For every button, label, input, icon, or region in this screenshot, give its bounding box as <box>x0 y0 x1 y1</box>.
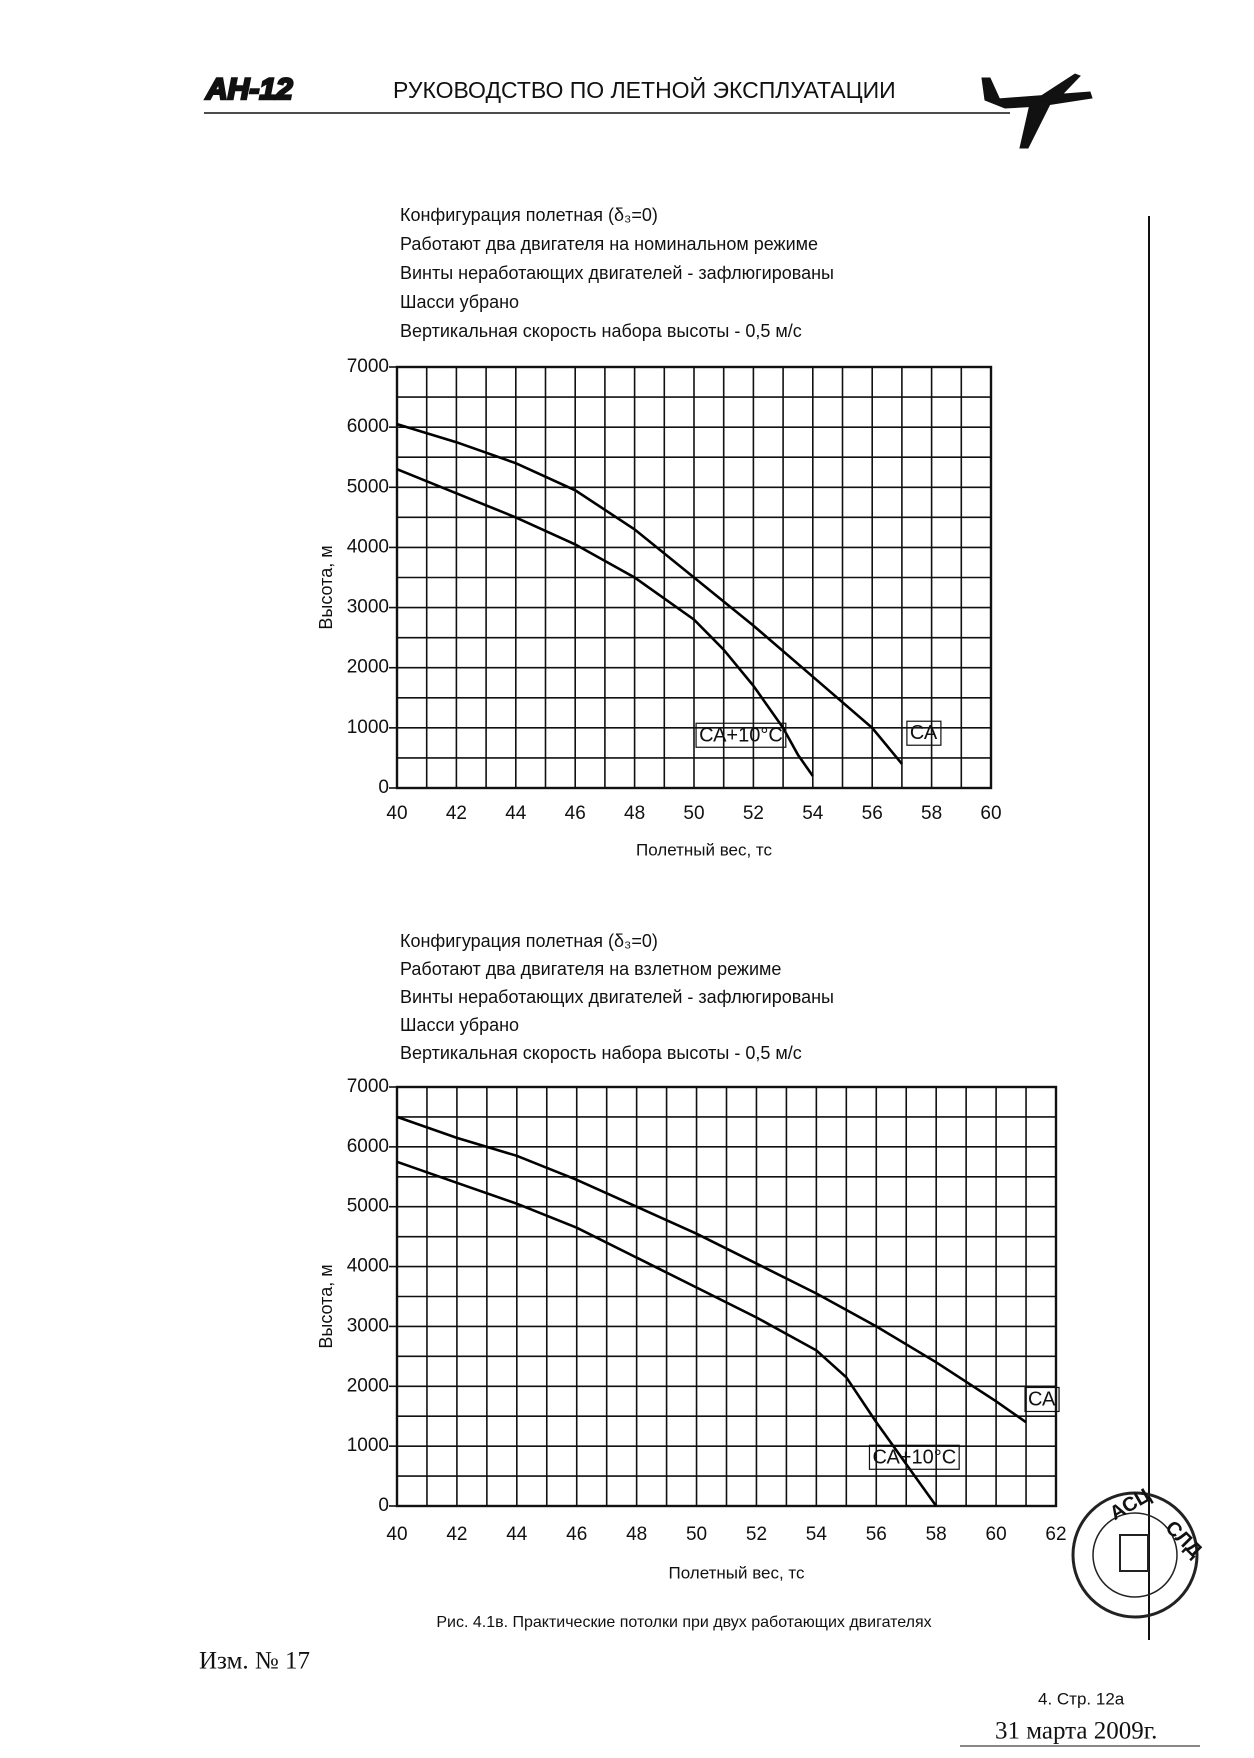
series-label: СА+10°С <box>872 1446 956 1468</box>
chart: Конфигурация полетная (δ₃=0) Работают два… <box>316 931 1067 1583</box>
y-tick-label: 4000 <box>347 1256 389 1277</box>
chart-note: Шасси убрано <box>400 292 519 312</box>
y-tick-label: 6000 <box>347 1136 389 1157</box>
chart-note: Шасси убрано <box>400 1015 519 1035</box>
x-tick-label: 50 <box>683 803 704 824</box>
revision: Изм. № 17 <box>199 1648 310 1675</box>
x-tick-label: 42 <box>446 1524 467 1545</box>
header-title: РУКОВОДСТВО ПО ЛЕТНОЙ ЭКСПЛУАТАЦИИ <box>393 76 896 103</box>
series-label: СА <box>1028 1388 1056 1410</box>
y-tick-label: 0 <box>378 1495 389 1516</box>
x-tick-label: 44 <box>506 1524 528 1545</box>
plot-frame <box>395 1085 1058 1508</box>
x-tick-label: 56 <box>866 1524 887 1545</box>
chart-title: Конфигурация полетная (δ₃=0) <box>400 931 658 951</box>
stamp-ring <box>1071 1491 1199 1619</box>
chart-note: Винты неработающих двигателей - зафлюгир… <box>400 987 834 1007</box>
x-tick-label: 40 <box>386 803 407 824</box>
data-line <box>396 467 814 777</box>
y-axis-label: Высота, м <box>316 1264 336 1348</box>
stamp-emblem <box>1119 1534 1149 1572</box>
chart-note: Винты неработающих двигателей - зафлюгир… <box>400 263 834 283</box>
x-tick-label: 54 <box>806 1524 828 1545</box>
chart-note: Работают два двигателя на взлетном режим… <box>400 959 781 979</box>
series-label-box <box>868 1444 960 1470</box>
y-tick-label: 1000 <box>347 717 389 738</box>
y-tick-label: 6000 <box>347 416 389 437</box>
stamp-inner <box>1092 1512 1178 1598</box>
x-tick-label: 52 <box>743 803 764 824</box>
y-tick-label: 4000 <box>347 536 389 557</box>
series-label-box <box>906 720 942 746</box>
date: 31 марта 2009г. <box>995 1718 1157 1745</box>
series-label-box <box>695 722 787 748</box>
y-tick-label: 2000 <box>347 657 389 678</box>
y-tick-label: 7000 <box>347 1076 389 1097</box>
x-tick-label: 54 <box>802 803 824 824</box>
x-axis-label: Полетный вес, тс <box>636 840 773 859</box>
series-label: СА <box>910 722 938 744</box>
x-tick-label: 62 <box>1045 1524 1066 1545</box>
logo: АН-12 <box>205 73 293 106</box>
y-tick-label: 5000 <box>347 476 389 497</box>
x-tick-label: 52 <box>746 1524 767 1545</box>
y-tick-label: 1000 <box>347 1435 389 1456</box>
y-tick-label: 7000 <box>347 356 389 377</box>
caption: Рис. 4.1в. Практические потолки при двух… <box>436 1614 931 1631</box>
series-label: СА+10°С <box>699 724 783 746</box>
x-tick-label: 40 <box>386 1524 407 1545</box>
x-tick-label: 48 <box>626 1524 647 1545</box>
y-tick-label: 5000 <box>347 1196 389 1217</box>
chart-title: Конфигурация полетная (δ₃=0) <box>400 205 658 225</box>
y-tick-label: 0 <box>378 777 389 798</box>
x-tick-label: 48 <box>624 803 645 824</box>
x-tick-label: 50 <box>686 1524 707 1545</box>
chart-note: Работают два двигателя на номинальном ре… <box>400 234 818 254</box>
y-tick-label: 2000 <box>347 1375 389 1396</box>
chart-note: Вертикальная скорость набора высоты - 0,… <box>400 1043 802 1063</box>
plane-icon <box>981 73 1093 149</box>
series-label-box <box>1024 1386 1060 1413</box>
x-tick-label: 60 <box>986 1524 1007 1545</box>
y-tick-label: 3000 <box>347 1315 389 1336</box>
data-line <box>396 1160 938 1507</box>
x-tick-label: 46 <box>566 1524 587 1545</box>
x-tick-label: 46 <box>565 803 586 824</box>
x-tick-label: 56 <box>862 803 883 824</box>
data-line <box>396 422 903 765</box>
x-axis-label: Полетный вес, тс <box>668 1563 805 1582</box>
x-tick-label: 60 <box>980 803 1001 824</box>
chart-note: Вертикальная скорость набора высоты - 0,… <box>400 321 802 341</box>
x-tick-label: 44 <box>505 803 527 824</box>
page-number: 4. Стр. 12а <box>1038 1689 1125 1708</box>
y-axis-label: Высота, м <box>316 545 336 629</box>
x-tick-label: 58 <box>921 803 942 824</box>
plot-frame <box>395 365 993 790</box>
x-tick-label: 58 <box>926 1524 947 1545</box>
chart: Конфигурация полетная (δ₃=0) Работают два… <box>316 205 1002 860</box>
x-tick-label: 42 <box>446 803 467 824</box>
data-line <box>396 1115 1027 1424</box>
y-tick-label: 3000 <box>347 597 389 618</box>
